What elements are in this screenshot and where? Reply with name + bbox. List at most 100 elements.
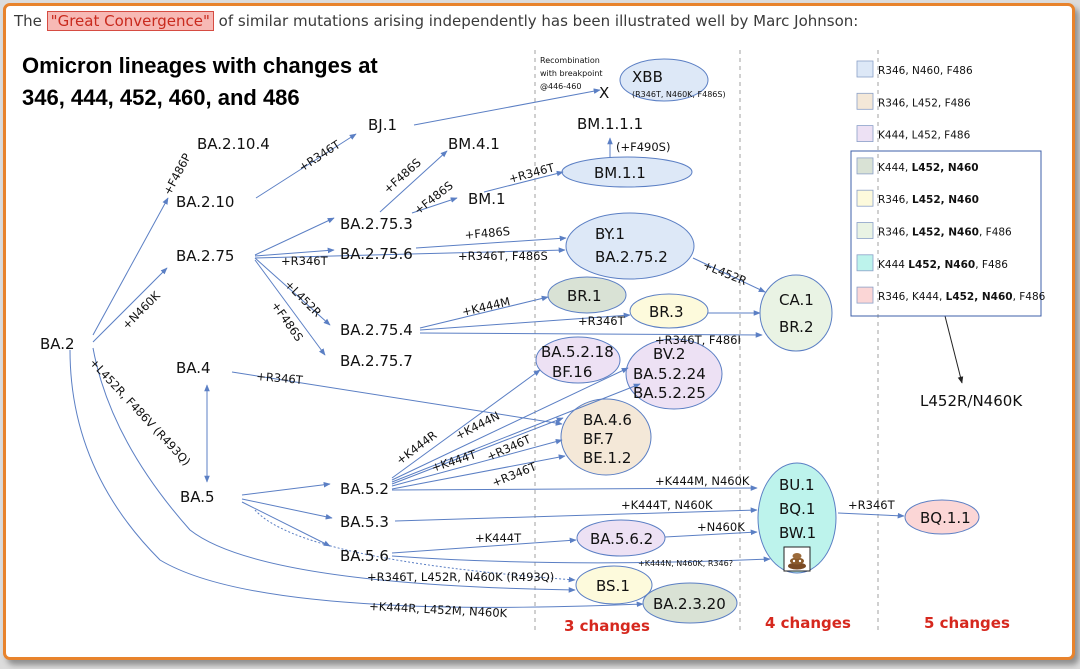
legend-label-6-part-2: L452, N460: [912, 227, 979, 239]
label-n460k: +N460K: [119, 288, 163, 332]
node-bs1: BS.1: [596, 577, 630, 595]
bv2-bubble: [625, 338, 723, 410]
label-bs1-mutations: +R346T, L452R, N460K (R493Q): [367, 570, 554, 584]
node-bm4-1: BM.4.1: [448, 135, 500, 153]
node-bq1: BQ.1: [779, 500, 815, 518]
legend-swatch-7: [856, 254, 874, 272]
ba4-6-bubble: [560, 398, 652, 476]
node-bv2: BV.2: [653, 345, 685, 363]
node-ba5-2: BA.5.2: [340, 480, 389, 498]
legend-swatch-1: [856, 60, 874, 78]
node-ba2-75: BA.2.75: [176, 247, 234, 265]
legend-label-6-part-1: R346,: [878, 227, 912, 239]
node-ba5-2-24: BA.5.2.24: [633, 365, 706, 383]
recombination-label-3: @446-460: [540, 82, 581, 91]
label-r346t-f486i: +R346T, F486I: [655, 333, 741, 347]
node-ba5: BA.5: [180, 488, 215, 506]
ba5-6-2-bubble: [576, 519, 666, 557]
node-ba5-2-25: BA.5.2.25: [633, 384, 706, 402]
figure-frame: [3, 3, 1075, 660]
legend-label-2-part-1: R346, L452, F486: [878, 97, 971, 109]
node-be1-2: BE.1.2: [583, 449, 631, 467]
node-bf7: BF.7: [583, 430, 614, 448]
legend-label-3: K444, L452, F486: [878, 130, 971, 142]
legend-label-1: R346, N460, F486: [878, 65, 973, 77]
xbb-mutations: (R346T, N460K, F486S): [632, 90, 726, 99]
legend-label-5-part-1: R346,: [878, 194, 912, 206]
xbb-bubble: [619, 58, 709, 102]
node-ba4-6: BA.4.6: [583, 411, 632, 429]
legend-swatch-4: [856, 157, 874, 175]
label-r346t-ba4: +R346T: [256, 369, 305, 387]
node-ba5-6: BA.5.6: [340, 547, 389, 565]
legend-label-6: R346, L452, N460, F486: [878, 227, 1012, 239]
legend-label-7: K444 L452, N460, F486: [878, 259, 1008, 271]
node-ba2-10-4: BA.2.10.4: [197, 135, 270, 153]
label-r346t-f486s: +R346T, F486S: [458, 249, 548, 263]
legend-label-3-part-1: K444, L452, F486: [878, 130, 971, 142]
node-br2: BR.2: [779, 318, 814, 336]
label-bw1-successor: +K444N, N460K, R346?: [638, 559, 733, 568]
label-r346t-bj1: +R346T: [296, 137, 344, 175]
color-legend: R346, N460, F486 R346, L452, F486 K444, L4…: [850, 60, 1046, 317]
bu1-bubble: [757, 462, 837, 574]
node-ba2-75-7: BA.2.75.7: [340, 352, 413, 370]
ba5-2-18-bubble: [535, 336, 621, 384]
legend-label-7-part-3: , F486: [975, 259, 1008, 271]
legend-label-8-part-1: R346, K444,: [878, 291, 946, 303]
legend-label-1-part-1: R346, N460, F486: [878, 65, 973, 77]
label-r346t-bf7: +R346T: [485, 432, 534, 464]
legend-label-5-part-2: L452, N460: [912, 194, 979, 206]
label-f486p: +F486P: [160, 151, 194, 197]
by1-bubble: [565, 212, 695, 280]
node-bf16: BF.16: [552, 363, 592, 381]
legend-label-6-part-3: , F486: [979, 227, 1012, 239]
legend-label-8: R346, K444, L452, N460, F486: [878, 291, 1046, 303]
br1-bubble: [547, 276, 627, 314]
label-ba2-3-20-mutations: +K444R, L452M, N460K: [369, 599, 508, 620]
node-bw1: BW.1: [779, 524, 816, 542]
node-xbb: XBB: [632, 68, 663, 86]
label-f486s-by1: +F486S: [464, 224, 511, 242]
label-k444t-n460k: +K444T, N460K: [621, 498, 713, 512]
legend-label-7-part-1: K444: [878, 259, 908, 271]
label-r346t-be1-2: +R346T: [490, 459, 539, 490]
legend-label-8-part-3: , F486: [1013, 291, 1046, 303]
node-ba4: BA.4: [176, 359, 211, 377]
label-k444t: +K444T: [430, 447, 479, 475]
legend-swatch-3: [856, 125, 874, 142]
node-bm1-1: BM.1.1: [594, 164, 646, 182]
label-f490s: (+F490S): [616, 140, 670, 154]
label-r346t-br3: +R346T: [578, 314, 626, 328]
title-line-1: Omicron lineages with changes at: [22, 53, 378, 78]
legend-label-5: R346, L452, N460: [878, 194, 979, 206]
node-ba2-75-4: BA.2.75.4: [340, 321, 413, 339]
node-ba2-75-2: BA.2.75.2: [595, 248, 668, 266]
column-4-changes: 4 changes: [765, 614, 851, 632]
title-line-2: 346, 444, 452, 460, and 486: [22, 85, 300, 110]
column-5-changes: 5 changes: [924, 614, 1010, 632]
poop-icon: [783, 546, 811, 572]
label-f486s-bm1: +F486S: [411, 178, 455, 217]
node-ba5-6-2: BA.5.6.2: [590, 530, 653, 548]
intro-before: The: [14, 12, 47, 30]
br3-bubble: [629, 293, 709, 329]
legend-label-8-part-2: L452, N460: [946, 291, 1013, 303]
bq1-1-bubble: [904, 499, 980, 535]
node-ba2-10: BA.2.10: [176, 193, 234, 211]
great-convergence-link[interactable]: "Great Convergence": [46, 11, 214, 31]
label-k444n: +K444N: [453, 409, 502, 443]
label-r346t-ba2-75-6: +R346T: [281, 254, 329, 268]
legend-swatch-2: [856, 92, 874, 110]
legend-label-4-part-2: L452, N460: [912, 162, 979, 174]
legend-label-7-part-2: L452, N460: [908, 259, 975, 271]
label-k444t-ba5-6-2: +K444T: [475, 531, 522, 545]
intro-text: The "Great Convergence" of similar mutat…: [14, 11, 858, 31]
node-ca1: CA.1: [779, 291, 814, 309]
recombination-label-1: Recombination: [540, 56, 600, 65]
node-ba5-3: BA.5.3: [340, 513, 389, 531]
node-br3: BR.3: [649, 303, 684, 321]
node-bm1: BM.1: [468, 190, 506, 208]
label-k444m-br1: +K444M: [461, 294, 512, 319]
